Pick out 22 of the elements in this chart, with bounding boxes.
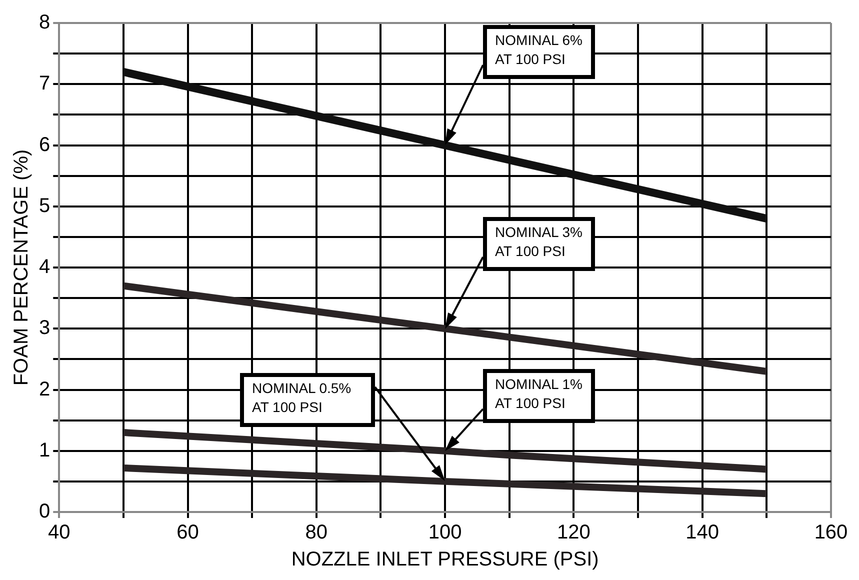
y-tick-label: 4 [39,256,50,278]
x-axis-title: NOZZLE INLET PRESSURE (PSI) [291,548,599,571]
y-tick-label: 8 [39,12,50,34]
y-tick-label: 6 [39,134,50,156]
annotation: NOMINAL 0.5% AT 100 PSI [240,373,376,428]
annotation: NOMINAL 1% AT 100 PSI [483,368,596,423]
x-tick-label: 80 [305,522,328,544]
annotation: NOMINAL 3% AT 100 PSI [483,216,596,271]
y-tick-label: 5 [39,194,50,217]
x-tick-label: 160 [814,522,848,544]
x-tick-label: 120 [557,522,590,544]
y-tick-label: 1 [39,439,50,462]
y-tick-label: 7 [39,72,50,95]
y-axis-title: FOAM PERCENTAGE (%) [10,149,33,386]
x-tick-label: 60 [176,522,199,544]
x-tick-label: 100 [428,522,462,544]
x-tick-label: 40 [48,522,70,544]
annotation: NOMINAL 6% AT 100 PSI [483,25,596,80]
y-tick-label: 3 [39,317,50,340]
y-tick-label: 2 [39,378,50,400]
y-tick-label: 0 [39,500,50,523]
x-tick-label: 140 [686,522,720,544]
